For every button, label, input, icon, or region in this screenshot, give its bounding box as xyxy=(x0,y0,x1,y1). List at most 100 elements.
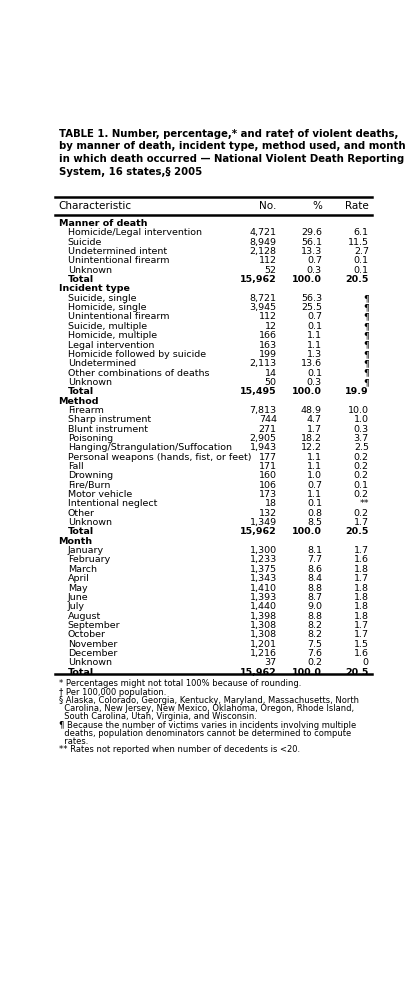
Text: 1,233: 1,233 xyxy=(249,555,277,564)
Text: 0: 0 xyxy=(363,658,369,667)
Text: January: January xyxy=(68,546,104,555)
Text: ¶: ¶ xyxy=(363,340,369,349)
Text: Characteristic: Characteristic xyxy=(58,201,132,211)
Text: 1.1: 1.1 xyxy=(307,340,322,349)
Text: 1.5: 1.5 xyxy=(354,639,369,648)
Text: February: February xyxy=(68,555,110,564)
Text: 0.1: 0.1 xyxy=(354,265,369,274)
Text: 52: 52 xyxy=(265,265,277,274)
Text: 20.5: 20.5 xyxy=(345,667,369,676)
Text: Fire/Burn: Fire/Burn xyxy=(68,480,110,489)
Text: 11.5: 11.5 xyxy=(348,238,369,247)
Text: 13.3: 13.3 xyxy=(301,247,322,255)
Text: September: September xyxy=(68,620,120,629)
Text: August: August xyxy=(68,611,101,620)
Text: Intentional neglect: Intentional neglect xyxy=(68,499,157,508)
Text: Manner of death: Manner of death xyxy=(58,219,147,228)
Text: Suicide, single: Suicide, single xyxy=(68,293,136,302)
Text: Homicide, single: Homicide, single xyxy=(68,303,146,312)
Text: Unknown: Unknown xyxy=(68,518,112,527)
Text: 1.6: 1.6 xyxy=(354,555,369,564)
Text: 0.1: 0.1 xyxy=(307,368,322,377)
Text: 1.1: 1.1 xyxy=(307,331,322,340)
Text: April: April xyxy=(68,574,89,582)
Text: 1.7: 1.7 xyxy=(307,424,322,433)
Text: 163: 163 xyxy=(259,340,277,349)
Text: Other: Other xyxy=(68,508,95,517)
Text: 1,440: 1,440 xyxy=(250,601,277,610)
Text: 56.1: 56.1 xyxy=(301,238,322,247)
Text: 18: 18 xyxy=(265,499,277,508)
Text: Homicide/Legal intervention: Homicide/Legal intervention xyxy=(68,228,202,238)
Text: 100.0: 100.0 xyxy=(292,387,322,396)
Text: Homicide followed by suicide: Homicide followed by suicide xyxy=(68,350,206,359)
Text: 100.0: 100.0 xyxy=(292,527,322,536)
Text: 0.2: 0.2 xyxy=(354,452,369,461)
Text: 1.1: 1.1 xyxy=(307,490,322,499)
Text: 1.8: 1.8 xyxy=(354,601,369,610)
Text: 1,300: 1,300 xyxy=(250,546,277,555)
Text: Total: Total xyxy=(68,667,94,676)
Text: Blunt instrument: Blunt instrument xyxy=(68,424,148,433)
Text: 8.2: 8.2 xyxy=(307,629,322,638)
Text: 0.7: 0.7 xyxy=(307,480,322,489)
Text: 1.0: 1.0 xyxy=(307,471,322,480)
Text: June: June xyxy=(68,592,88,601)
Text: † Per 100,000 population.: † Per 100,000 population. xyxy=(58,687,166,696)
Text: ¶: ¶ xyxy=(363,331,369,340)
Text: 18.2: 18.2 xyxy=(301,433,322,442)
Text: 37: 37 xyxy=(265,658,277,667)
Text: 112: 112 xyxy=(259,256,277,265)
Text: 4.7: 4.7 xyxy=(307,414,322,423)
Text: 1,216: 1,216 xyxy=(250,648,277,657)
Text: 1.1: 1.1 xyxy=(307,461,322,470)
Text: 56.3: 56.3 xyxy=(301,293,322,302)
Text: 9.0: 9.0 xyxy=(307,601,322,610)
Text: 3.7: 3.7 xyxy=(354,433,369,442)
Text: Undetermined: Undetermined xyxy=(68,359,136,368)
Text: 0.3: 0.3 xyxy=(307,265,322,274)
Text: 1,308: 1,308 xyxy=(250,629,277,638)
Text: Undetermined intent: Undetermined intent xyxy=(68,247,167,255)
Text: 1,375: 1,375 xyxy=(250,565,277,574)
Text: 8.8: 8.8 xyxy=(307,582,322,592)
Text: * Percentages might not total 100% because of rounding.: * Percentages might not total 100% becau… xyxy=(58,679,301,688)
Text: Fall: Fall xyxy=(68,461,83,470)
Text: 19.9: 19.9 xyxy=(345,387,369,396)
Text: Month: Month xyxy=(58,536,93,546)
Text: § Alaska, Colorado, Georgia, Kentucky, Maryland, Massachusetts, North: § Alaska, Colorado, Georgia, Kentucky, M… xyxy=(58,695,359,704)
Text: 106: 106 xyxy=(259,480,277,489)
Text: 0.1: 0.1 xyxy=(354,256,369,265)
Text: Other combinations of deaths: Other combinations of deaths xyxy=(68,368,209,377)
Text: Rate: Rate xyxy=(345,201,369,211)
Text: 1.7: 1.7 xyxy=(354,620,369,629)
Text: Unknown: Unknown xyxy=(68,378,112,387)
Text: 7.5: 7.5 xyxy=(307,639,322,648)
Text: 4,721: 4,721 xyxy=(250,228,277,238)
Text: Incident type: Incident type xyxy=(58,284,129,293)
Text: 744: 744 xyxy=(259,414,277,423)
Text: 8.5: 8.5 xyxy=(307,518,322,527)
Text: 1,393: 1,393 xyxy=(249,592,277,601)
Text: 8.4: 8.4 xyxy=(307,574,322,582)
Text: 166: 166 xyxy=(259,331,277,340)
Text: 1.8: 1.8 xyxy=(354,582,369,592)
Text: 0.1: 0.1 xyxy=(307,499,322,508)
Text: 2.5: 2.5 xyxy=(354,443,369,452)
Text: 2.7: 2.7 xyxy=(354,247,369,255)
Text: Drowning: Drowning xyxy=(68,471,113,480)
Text: 0.1: 0.1 xyxy=(354,480,369,489)
Text: 48.9: 48.9 xyxy=(301,406,322,414)
Text: 1.8: 1.8 xyxy=(354,592,369,601)
Text: 0.2: 0.2 xyxy=(354,490,369,499)
Text: ¶: ¶ xyxy=(363,368,369,377)
Text: 1.7: 1.7 xyxy=(354,629,369,638)
Text: 15,962: 15,962 xyxy=(240,527,277,536)
Text: 2,128: 2,128 xyxy=(250,247,277,255)
Text: 2,905: 2,905 xyxy=(250,433,277,442)
Text: Suicide, multiple: Suicide, multiple xyxy=(68,321,147,330)
Text: 50: 50 xyxy=(265,378,277,387)
Text: 177: 177 xyxy=(259,452,277,461)
Text: 199: 199 xyxy=(259,350,277,359)
Text: 1.0: 1.0 xyxy=(354,414,369,423)
